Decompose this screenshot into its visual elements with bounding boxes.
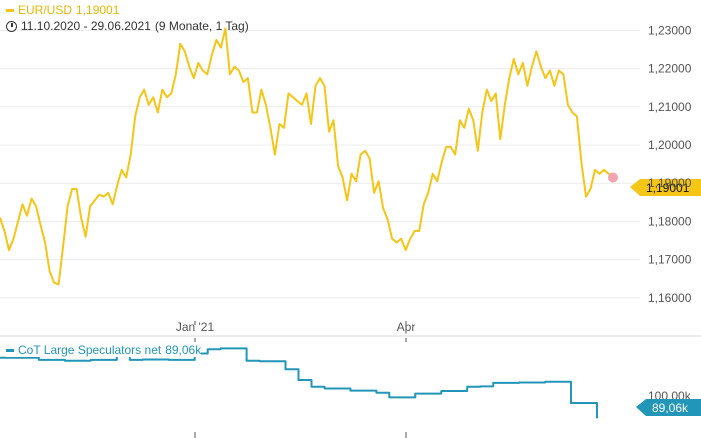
cot-value: 89,06k — [165, 343, 202, 357]
x-axis-ticks: Jan '21 Apr — [176, 320, 416, 438]
price-legend[interactable]: EUR/USD 1,19001 — [6, 3, 119, 17]
y-tick-label: 1,16000 — [648, 291, 692, 305]
x-tick-label: Apr — [397, 320, 416, 334]
cot-name: CoT Large Speculators net — [18, 343, 162, 357]
last-value-marker[interactable] — [608, 172, 618, 183]
y-tick-label: 1,21000 — [648, 100, 692, 114]
y-axis-ticks: 1,23000 1,22000 1,21000 1,20000 1,19000 1,180… — [648, 23, 692, 305]
eurusd-series-line — [0, 27, 614, 286]
x-tick-label: Jan '21 — [176, 320, 215, 334]
cot-value-tag: 89,06k — [636, 399, 701, 416]
date-range: 11.10.2020 - 29.06.2021 — [21, 19, 151, 33]
cot-series-line — [0, 347, 598, 419]
last-value-tag: 1,19001 — [630, 179, 701, 196]
series-name: EUR/USD — [18, 3, 73, 17]
cot-value-tag-shape — [636, 399, 701, 416]
y-tick-label: 1,17000 — [648, 253, 692, 267]
series-swatch-icon — [6, 8, 14, 12]
y-tick-label: 1,22000 — [648, 62, 692, 76]
cot-value-tag-text: 89,06k — [652, 401, 689, 415]
clock-icon — [6, 20, 17, 32]
y-tick-label: 1,20000 — [648, 138, 692, 152]
y-tick-label: 1,23000 — [648, 23, 692, 37]
date-range-legend: 11.10.2020 - 29.06.2021 (9 Monate, 1 Tag… — [6, 19, 249, 33]
y-tick-label: 1,19000 — [648, 176, 692, 190]
grid-layer — [0, 29, 640, 299]
series-value: 1,19001 — [76, 3, 120, 17]
last-value-tag-text: 1,19001 — [646, 181, 690, 195]
cot-legend[interactable]: CoT Large Speculators net 89,06k — [6, 343, 202, 357]
duration: (9 Monate, 1 Tag) — [154, 19, 249, 33]
y-tick-label: 1,18000 — [648, 214, 692, 228]
last-value-tag-shape — [630, 179, 701, 196]
cot-swatch-icon — [6, 348, 14, 352]
